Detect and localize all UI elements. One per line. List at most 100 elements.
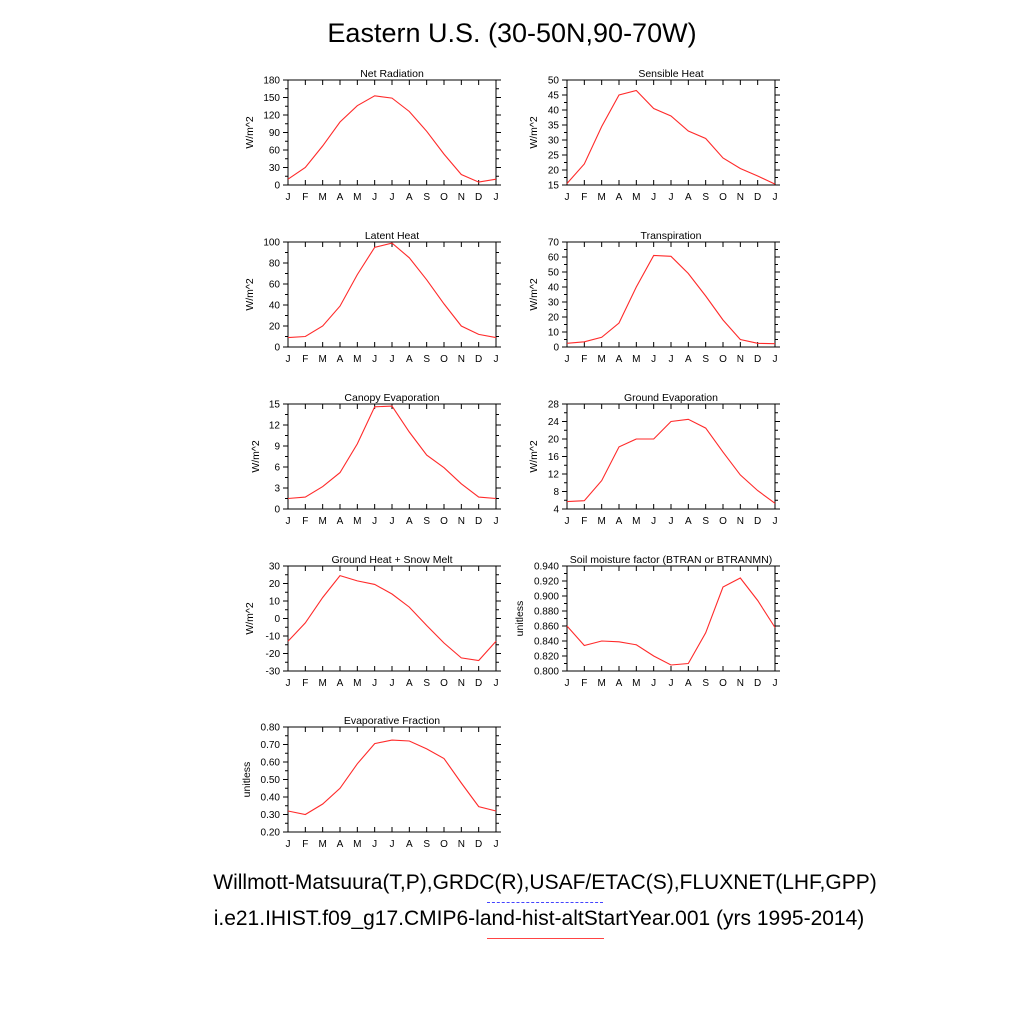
x-tick-label: N	[458, 354, 465, 365]
y-tick-label: 12	[548, 470, 560, 481]
x-tick-label: F	[302, 192, 308, 203]
series-line	[287, 95, 497, 183]
plot-frame	[566, 403, 776, 510]
x-tick-label: F	[302, 839, 308, 850]
x-tick-label: O	[440, 516, 448, 527]
y-tick-label: 4	[553, 505, 559, 516]
y-tick-label: 70	[548, 238, 560, 249]
y-tick-label: 90	[269, 128, 281, 139]
x-tick-label: M	[318, 516, 326, 527]
y-axis-label: W/m^2	[528, 116, 540, 149]
x-tick-label: J	[286, 192, 291, 203]
series-line	[287, 242, 497, 339]
y-tick-label: 0.940	[534, 562, 559, 573]
x-tick-label: J	[651, 354, 656, 365]
x-tick-label: S	[423, 192, 430, 203]
x-tick-label: D	[475, 516, 482, 527]
x-tick-label: N	[737, 678, 744, 689]
y-tick-label: 0.860	[534, 622, 559, 633]
y-axis-label: W/m^2	[244, 116, 256, 149]
y-tick-label: 0	[274, 181, 280, 192]
series-line	[566, 577, 776, 666]
x-tick-label: J	[494, 192, 499, 203]
x-tick-label: S	[423, 516, 430, 527]
x-tick-label: F	[581, 354, 587, 365]
y-tick-label: 0.20	[261, 828, 281, 839]
y-tick-label: 10	[548, 328, 560, 339]
x-tick-label: D	[475, 678, 482, 689]
series-line	[287, 405, 497, 500]
series-line	[566, 418, 776, 504]
model-caption: i.e21.IHIST.f09_g17.CMIP6-land-hist-altS…	[213, 907, 865, 930]
panel-title: Soil moisture factor (BTRAN or BTRANMN)	[570, 554, 772, 566]
x-tick-label: O	[440, 354, 448, 365]
x-tick-label: J	[390, 516, 395, 527]
x-tick-label: J	[773, 516, 778, 527]
plot-frame	[287, 241, 497, 348]
series-line	[287, 739, 497, 816]
x-tick-label: J	[286, 354, 291, 365]
panel-title: Evaporative Fraction	[344, 715, 440, 727]
series-line	[287, 574, 497, 662]
x-tick-label: S	[702, 678, 709, 689]
x-tick-label: J	[494, 354, 499, 365]
y-tick-label: 9	[274, 442, 280, 453]
panel-title: Canopy Evaporation	[344, 392, 439, 404]
y-tick-label: 30	[548, 136, 560, 147]
y-axis-label: W/m^2	[250, 440, 262, 473]
x-tick-label: D	[754, 678, 761, 689]
x-tick-label: J	[773, 678, 778, 689]
y-tick-label: 6	[274, 463, 280, 474]
plot-frame	[566, 79, 776, 186]
x-tick-label: A	[616, 354, 623, 365]
x-tick-label: A	[616, 678, 623, 689]
x-tick-label: J	[286, 839, 291, 850]
y-axis-label: W/m^2	[244, 602, 256, 635]
x-tick-label: J	[286, 516, 291, 527]
x-tick-label: D	[475, 839, 482, 850]
x-tick-label: J	[773, 192, 778, 203]
series-line	[566, 89, 776, 185]
x-tick-label: A	[406, 192, 413, 203]
x-tick-label: O	[440, 839, 448, 850]
x-tick-label: O	[440, 192, 448, 203]
x-tick-label: M	[318, 839, 326, 850]
y-axis-label: unitless	[514, 601, 526, 637]
x-tick-label: J	[390, 678, 395, 689]
y-tick-label: 0.800	[534, 667, 559, 678]
y-tick-label: 16	[548, 452, 560, 463]
page-title: Eastern U.S. (30-50N,90-70W)	[327, 18, 697, 48]
panel-title: Transpiration	[641, 230, 702, 242]
x-tick-label: D	[754, 516, 761, 527]
panel-title: Latent Heat	[365, 230, 419, 242]
series-line	[566, 254, 776, 345]
x-tick-label: J	[286, 678, 291, 689]
y-tick-label: 60	[269, 146, 281, 157]
x-tick-label: J	[372, 354, 377, 365]
y-tick-label: 0.70	[261, 740, 281, 751]
y-tick-label: 30	[269, 163, 281, 174]
y-tick-label: 0.30	[261, 810, 281, 821]
x-tick-label: D	[475, 354, 482, 365]
x-tick-label: N	[458, 516, 465, 527]
x-tick-label: J	[372, 516, 377, 527]
y-tick-label: 15	[548, 181, 560, 192]
y-tick-label: 15	[269, 400, 281, 411]
x-tick-label: M	[632, 192, 640, 203]
x-tick-label: A	[685, 678, 692, 689]
panel-title: Sensible Heat	[638, 68, 703, 80]
x-tick-label: J	[773, 354, 778, 365]
y-axis-label: W/m^2	[528, 278, 540, 311]
y-tick-label: 20	[548, 166, 560, 177]
x-tick-label: A	[337, 678, 344, 689]
x-tick-label: J	[494, 839, 499, 850]
x-tick-label: O	[719, 516, 727, 527]
y-tick-label: 60	[548, 253, 560, 264]
x-tick-label: J	[390, 192, 395, 203]
x-tick-label: F	[302, 354, 308, 365]
x-tick-label: J	[651, 516, 656, 527]
x-tick-label: F	[302, 516, 308, 527]
x-tick-label: M	[353, 192, 361, 203]
x-tick-label: A	[337, 192, 344, 203]
